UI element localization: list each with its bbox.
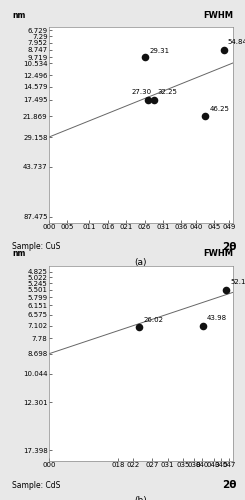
Point	[143, 53, 147, 61]
Text: 32.25: 32.25	[158, 90, 178, 96]
Text: nm: nm	[12, 249, 26, 258]
Point	[224, 286, 228, 294]
Text: nm: nm	[12, 10, 26, 20]
Text: 54.84: 54.84	[228, 39, 245, 45]
Point	[203, 112, 207, 120]
Text: Sample: CuS: Sample: CuS	[12, 242, 61, 251]
Point	[201, 322, 205, 330]
Text: 29.31: 29.31	[149, 48, 169, 54]
Text: 2θ: 2θ	[222, 242, 236, 252]
Point	[152, 96, 156, 104]
Text: 43.98: 43.98	[207, 315, 227, 321]
Text: 46.25: 46.25	[209, 106, 229, 112]
Point	[137, 324, 141, 332]
Text: Sample: CdS: Sample: CdS	[12, 480, 61, 490]
Text: 2θ: 2θ	[222, 480, 236, 490]
Text: 52.11: 52.11	[230, 280, 245, 285]
Point	[221, 46, 225, 54]
Text: (a): (a)	[135, 258, 147, 266]
Text: 27.30: 27.30	[132, 90, 152, 96]
Point	[146, 96, 150, 104]
Text: (b): (b)	[135, 496, 147, 500]
Text: FWHM: FWHM	[203, 249, 233, 258]
Text: FWHM: FWHM	[203, 10, 233, 20]
Text: 26.02: 26.02	[143, 317, 163, 323]
